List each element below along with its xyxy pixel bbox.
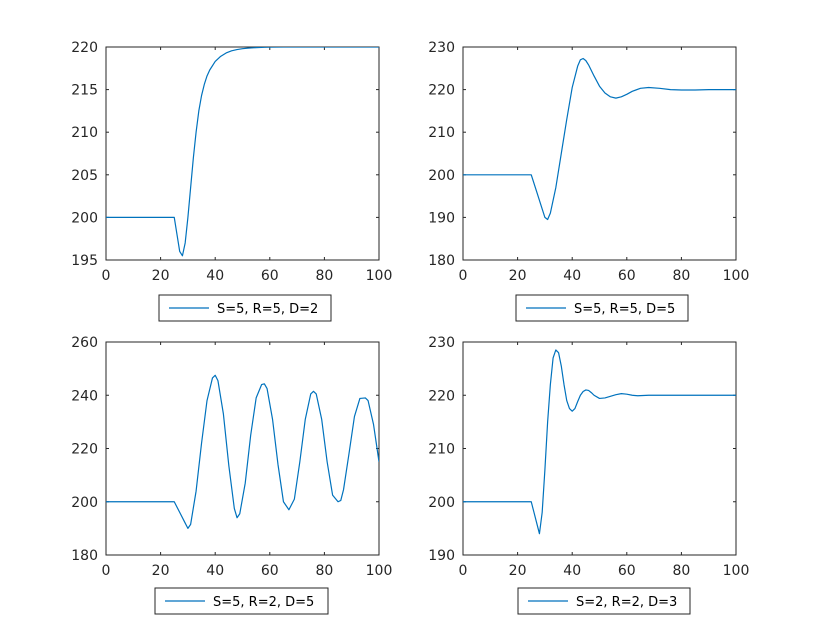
x-tick-label: 0	[102, 563, 111, 579]
y-tick-label: 260	[71, 335, 98, 351]
y-tick-label: 200	[71, 495, 98, 511]
x-tick-label: 80	[315, 563, 333, 579]
x-tick-label: 40	[206, 268, 224, 284]
y-tick-label: 230	[428, 335, 455, 351]
axes-box	[462, 46, 737, 261]
x-tick-label: 40	[563, 563, 581, 579]
y-tick-label: 200	[428, 495, 455, 511]
y-tick-label: 230	[428, 40, 455, 56]
series-line	[463, 349, 736, 535]
y-tick-label: 240	[71, 388, 98, 404]
x-tick-label: 100	[366, 563, 393, 579]
y-tick-label: 200	[71, 210, 98, 226]
series-line	[463, 57, 736, 221]
x-tick-label: 20	[509, 268, 527, 284]
axes-box	[105, 46, 380, 261]
y-tick-label: 180	[71, 548, 98, 564]
x-tick-label: 40	[206, 563, 224, 579]
subplot-3: 0 20 40 60 80 100 180 200 220 240 260 S=5, R=2, D=5	[71, 335, 393, 615]
subplot-1: 0 20 40 60 80 100 195 200 205 210 215 220 S=5, R=5, …	[71, 40, 393, 322]
y-tick-label: 220	[428, 388, 455, 404]
x-tick-label: 100	[723, 268, 750, 284]
y-tick-label: 215	[71, 83, 98, 99]
y-tick-label: 190	[428, 548, 455, 564]
x-tick-label: 40	[563, 268, 581, 284]
y-tick-label: 210	[71, 125, 98, 141]
x-tick-label: 0	[102, 268, 111, 284]
series-line	[106, 47, 379, 257]
x-tick-label: 0	[459, 268, 468, 284]
y-tick-label: 195	[71, 253, 98, 269]
legend-label: S=2, R=2, D=3	[576, 595, 677, 610]
x-tick-label: 20	[152, 268, 170, 284]
subplot-2: 0 20 40 60 80 100 180 190 200 210 220 230 S=5, R=5, …	[428, 40, 750, 322]
x-tick-label: 100	[366, 268, 393, 284]
y-tick-label: 220	[71, 442, 98, 458]
x-tick-label: 80	[672, 268, 690, 284]
series-line	[106, 374, 379, 529]
y-tick-label: 210	[428, 125, 455, 141]
y-tick-label: 220	[428, 83, 455, 99]
x-tick-label: 60	[261, 268, 279, 284]
x-tick-label: 60	[618, 268, 636, 284]
y-tick-label: 190	[428, 210, 455, 226]
x-tick-label: 60	[618, 563, 636, 579]
x-tick-label: 20	[152, 563, 170, 579]
axes-box	[105, 341, 380, 556]
legend-label: S=5, R=2, D=5	[213, 595, 314, 610]
x-tick-label: 80	[672, 563, 690, 579]
legend: S=5, R=2, D=5	[154, 587, 329, 615]
y-tick-label: 180	[428, 253, 455, 269]
axes-box	[462, 341, 737, 556]
x-tick-label: 80	[315, 268, 333, 284]
x-tick-label: 0	[459, 563, 468, 579]
y-tick-label: 220	[71, 40, 98, 56]
x-tick-label: 100	[723, 563, 750, 579]
legend: S=5, R=5, D=5	[515, 294, 689, 322]
legend: S=2, R=2, D=3	[517, 587, 691, 615]
y-tick-label: 200	[428, 168, 455, 184]
subplot-4: 0 20 40 60 80 100 190 200 210 220 230 S=2, R=2, D=3	[428, 335, 750, 615]
legend-label: S=5, R=5, D=2	[217, 302, 318, 317]
legend-label: S=5, R=5, D=5	[574, 302, 675, 317]
legend: S=5, R=5, D=2	[158, 294, 332, 322]
y-tick-label: 205	[71, 168, 98, 184]
x-tick-label: 20	[509, 563, 527, 579]
y-tick-label: 210	[428, 442, 455, 458]
x-tick-label: 60	[261, 563, 279, 579]
